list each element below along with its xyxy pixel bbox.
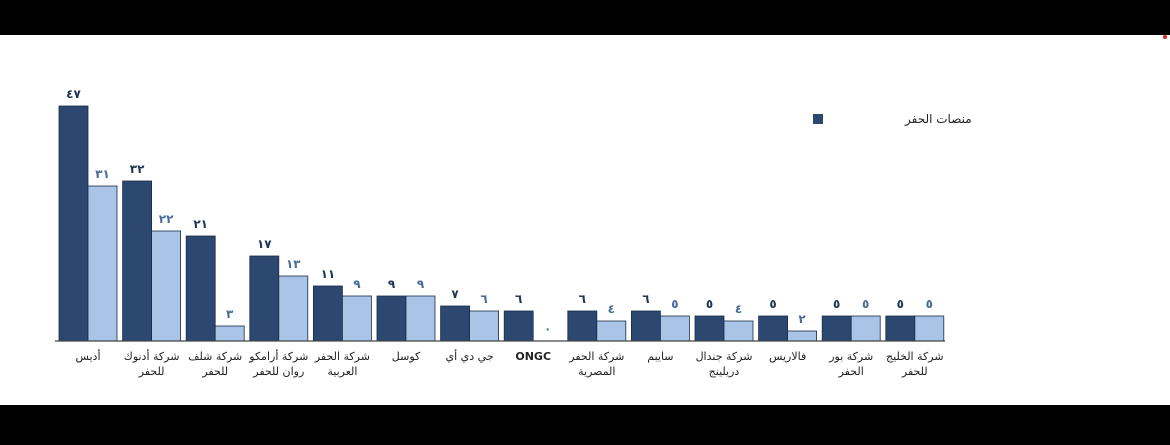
category-label-13-line-1: للحفر: [901, 365, 928, 378]
category-label-4-line-0: شركة الحفر: [314, 350, 370, 363]
value-label-light-9: ٥: [671, 297, 678, 311]
category-label-4-line-1: العربية: [327, 365, 357, 378]
value-label-light-0: ٣١: [95, 167, 110, 181]
bar-dark-5: [376, 295, 407, 342]
category-label-0-line-0: أديس: [75, 349, 100, 363]
value-label-dark-5: ٩: [388, 277, 396, 291]
category-label-8-line-0: شركة الحفر: [568, 350, 624, 363]
value-label-dark-4: ١١: [321, 267, 336, 281]
bar-dark-8: [567, 310, 598, 342]
value-label-light-3: ١٣: [286, 257, 301, 271]
bar-light-3: [278, 275, 309, 342]
bar-light-1: [151, 230, 182, 342]
value-label-light-12: ٥: [862, 297, 869, 311]
bar-dark-7: [503, 310, 534, 342]
category-label-9-line-0: سايبم: [647, 350, 673, 363]
bar-light-13: [914, 315, 945, 342]
value-label-dark-7: ٦: [515, 292, 522, 306]
category-label-11-line-0: فالاريس: [769, 350, 806, 363]
value-label-light-10: ٤: [735, 302, 742, 316]
bar-dark-0: [58, 105, 89, 342]
category-label-8-line-1: المصرية: [578, 365, 615, 378]
category-label-1-line-0: شركة أدنوك: [124, 349, 180, 363]
bar-light-9: [660, 315, 690, 342]
value-labels-group: ٤٧ ٣١ ٣٢ ٢٢ ٢١ ٣ ١٧ ١٣ ١١ ٩ ٩ ٩ ٧ ٦ ٦ ٠ ٦ ٤ ٦ ٥ ٥ ٤ ٥ ٢ ٥ ٥ ٥ ٥: [66, 87, 933, 336]
bar-light-10: [723, 320, 754, 342]
category-labels-group: أديس شركة أدنوك للحفر شركة شلف للحفر شركة أرا…: [75, 349, 943, 378]
value-label-light-11: ٢: [798, 312, 806, 326]
red-dot-marker: [1163, 35, 1167, 39]
bar-light-5: [405, 295, 436, 342]
category-label-10-line-0: شركة جندال: [696, 350, 753, 363]
bar-light-4: [341, 295, 372, 342]
bar-light-8: [596, 320, 627, 342]
category-label-12-line-0: شركة بور: [828, 350, 873, 363]
value-label-light-5: ٩: [417, 277, 425, 291]
value-label-dark-9: ٦: [642, 292, 649, 306]
value-label-dark-3: ١٧: [257, 237, 272, 251]
bars-group: [58, 105, 945, 342]
bar-light-6: [469, 310, 500, 342]
category-label-5-line-0: كوسل: [392, 350, 421, 363]
category-label-10-line-1: دريلينج: [709, 365, 740, 378]
bar-light-11: [787, 330, 817, 342]
value-label-dark-1: ٣٢: [130, 162, 145, 176]
value-label-dark-10: ٥: [706, 297, 713, 311]
bar-light-2: [214, 325, 245, 342]
bar-dark-11: [758, 315, 788, 342]
bar-dark-4: [312, 285, 343, 342]
value-label-light-2: ٣: [226, 307, 234, 321]
bar-dark-2: [185, 235, 216, 342]
value-label-dark-13: ٥: [897, 297, 904, 311]
category-label-2-line-1: للحفر: [201, 365, 228, 378]
value-label-dark-11: ٥: [769, 297, 776, 311]
value-label-dark-6: ٧: [451, 287, 459, 301]
bar-dark-10: [694, 315, 725, 342]
chart-panel: [0, 35, 1170, 405]
bar-dark-3: [249, 255, 280, 342]
value-label-dark-12: ٥: [833, 297, 840, 311]
legend: منصات الحفر: [813, 112, 972, 127]
value-label-dark-0: ٤٧: [66, 87, 81, 101]
value-label-dark-2: ٢١: [193, 217, 208, 231]
bar-light-0: [87, 185, 118, 342]
value-label-light-7: ٠: [544, 322, 551, 336]
category-label-12-line-1: الحفر: [838, 365, 864, 378]
bar-dark-1: [122, 180, 152, 342]
bar-dark-12: [821, 315, 852, 342]
value-label-dark-8: ٦: [579, 292, 586, 306]
bar-light-12: [850, 315, 881, 342]
value-label-light-13: ٥: [926, 297, 933, 311]
category-label-3-line-1: روان للحفر: [252, 365, 304, 378]
category-label-7-line-0: ONGC: [515, 350, 551, 363]
category-label-3-line-0: شركة أرامكو: [248, 349, 308, 363]
category-label-13-line-0: شركة الخليج: [886, 350, 944, 363]
category-label-1-line-1: للحفر: [138, 365, 165, 378]
legend-swatch: [813, 114, 823, 124]
category-label-6-line-0: جي دي أي: [446, 349, 494, 363]
value-label-light-6: ٦: [480, 292, 487, 306]
value-label-light-8: ٤: [608, 302, 615, 316]
legend-label: منصات الحفر: [904, 112, 972, 127]
bar-dark-9: [631, 310, 661, 342]
category-label-2-line-0: شركة شلف: [188, 350, 242, 363]
bar-dark-13: [885, 315, 916, 342]
bar-dark-6: [440, 305, 471, 342]
value-label-light-4: ٩: [353, 277, 361, 291]
value-label-light-1: ٢٢: [159, 212, 174, 226]
